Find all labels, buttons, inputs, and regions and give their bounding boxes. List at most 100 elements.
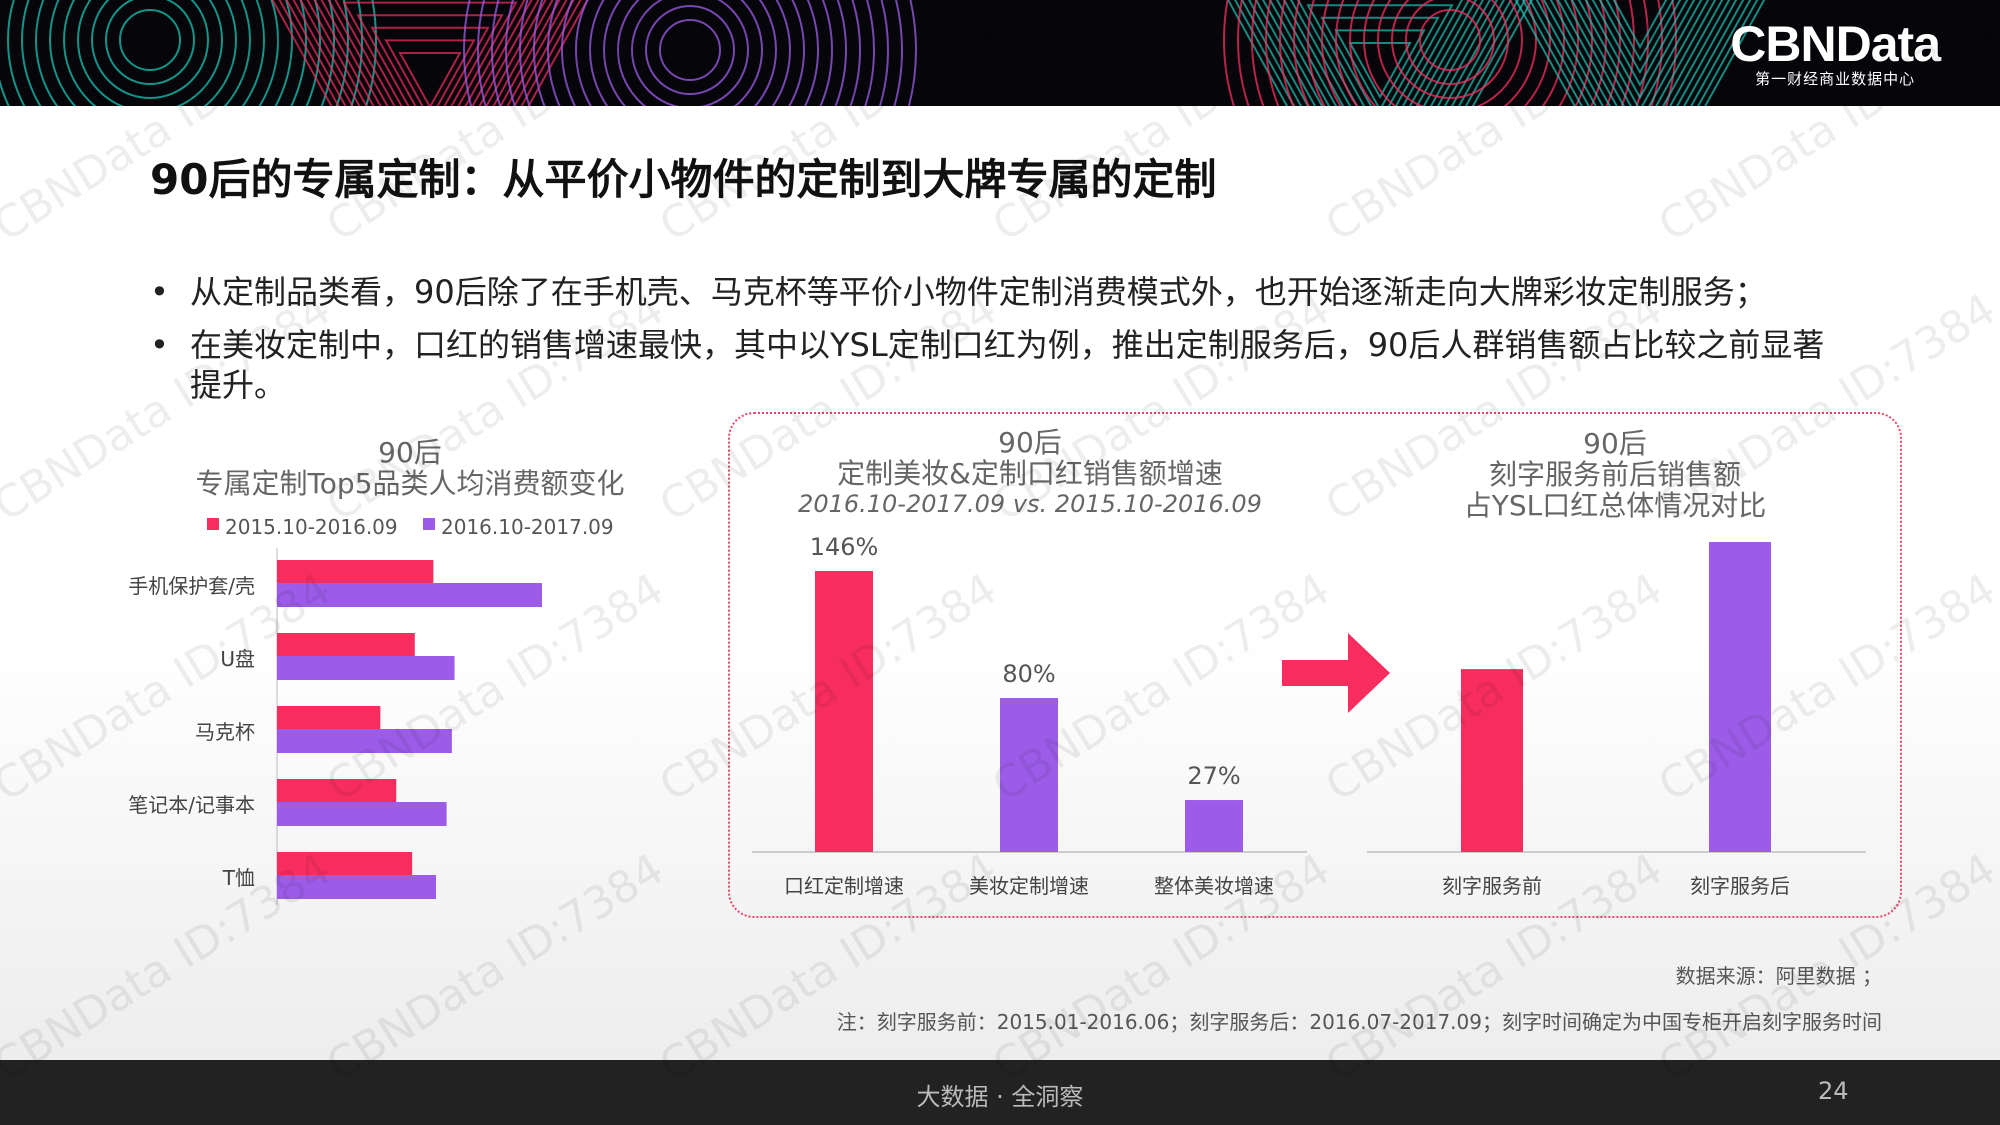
decorative-pattern (0, 0, 1766, 106)
decor-ring (365, 0, 377, 106)
bullet-dot: • (150, 273, 169, 311)
decor-triangle (370, 26, 490, 106)
chart2-category-label: 美妆定制增速 (969, 874, 1089, 898)
decor-triangle (313, 0, 547, 106)
footnote: 注：刻字服务前：2015.01-2016.06；刻字服务后：2016.07-20… (836, 1010, 1882, 1034)
chart2-title-line2: 定制美妆&定制口红销售额增速 (837, 457, 1223, 490)
chart3-title-line3: 占YSL口红总体情况对比 (1463, 489, 1767, 522)
decor-triangle (271, 0, 589, 106)
decor-triangle (1542, 0, 1738, 106)
footer-slogan: 大数据 · 全洞察 (916, 1083, 1084, 1111)
decor-ring (1223, 0, 1677, 106)
decor-triangle (1514, 0, 1766, 106)
decor-ring (63, 0, 237, 106)
decor-triangle (1282, 0, 1478, 106)
decor-ring (1321, 0, 1579, 106)
logo-text: CBNData (1730, 16, 1941, 72)
decor-ring (1293, 0, 1607, 106)
chart2-category-label: 口红定制增速 (784, 874, 904, 898)
chart3-title-line1: 90后 (1583, 427, 1647, 460)
chart1-bar (277, 583, 542, 607)
chart1-category-label: 笔记本/记事本 (128, 793, 255, 817)
chart2-data-label: 146% (810, 533, 879, 561)
chart1-legend-label: 2015.10-2016.09 (225, 515, 398, 539)
decor-triangle (1261, 0, 1499, 106)
decor-ring (463, 0, 917, 106)
chart3-category-label: 刻字服务后 (1690, 874, 1790, 898)
chart2-category-label: 整体美妆增速 (1154, 874, 1274, 898)
decor-triangle (1612, 0, 1668, 50)
decor-ring (547, 0, 833, 106)
decor-ring (1335, 0, 1565, 106)
chart1-bar (277, 729, 452, 753)
decor-ring (119, 9, 181, 71)
decor-ring (645, 5, 735, 95)
decor-triangle (1254, 0, 1506, 106)
chart3-title-line2: 刻字服务前后销售额 (1488, 458, 1741, 491)
decor-ring (77, 0, 223, 106)
chart1-bar (277, 779, 397, 803)
decor-triangle (1570, 0, 1710, 106)
bullet-text: 从定制品类看，90后除了在手机壳、马克杯等平价小物件定制消费模式外，也开始逐渐走… (190, 273, 1767, 311)
bullet-text: 在美妆定制中，口红的销售增速最快，其中以YSL定制口红为例，推出定制服务后，90… (190, 326, 1825, 404)
chart2-title-line3: 2016.10-2017.09 vs. 2015.10-2016.09 (798, 490, 1262, 518)
chart2-bar (815, 571, 873, 852)
decor-triangle (1320, 16, 1440, 106)
decor-ring (21, 0, 279, 106)
decor-ring (1419, 9, 1481, 71)
right-arrow-icon (1282, 633, 1390, 713)
decor-ring (0, 0, 307, 106)
chart1-category-label: T恤 (222, 866, 255, 890)
decor-ring (1265, 0, 1635, 106)
decor-triangle (1549, 0, 1731, 106)
decor-triangle (1289, 0, 1471, 106)
bullet-point: • 从定制品类看，90后除了在手机壳、马克杯等平价小物件定制消费模式外，也开始逐… (150, 272, 1850, 312)
chart1-legend-swatch (423, 518, 435, 530)
chart1-category-label: U盘 (220, 647, 255, 671)
decor-triangle (1528, 0, 1752, 106)
decor-triangle (1598, 0, 1682, 75)
chart1-bar (277, 560, 434, 584)
chart2-title-line1: 90后 (998, 426, 1062, 459)
decor-ring (305, 0, 321, 106)
decor-triangle (398, 52, 462, 106)
chart1-bar (277, 852, 413, 876)
decor-ring (35, 0, 265, 106)
decor-ring (335, 0, 349, 106)
decor-ring (91, 0, 209, 99)
decor-ring (1307, 0, 1593, 106)
chart1-bar (277, 802, 447, 826)
decor-triangle (1563, 0, 1717, 106)
comparison-panel (728, 412, 1902, 918)
decor-ring (589, 0, 791, 106)
decor-ring (1251, 0, 1649, 106)
decor-triangle (1605, 0, 1675, 62)
decor-ring (320, 0, 335, 106)
decor-ring (519, 0, 861, 106)
decor-triangle (342, 1, 518, 106)
chart2-bar (1185, 800, 1243, 852)
decor-triangle (384, 39, 476, 106)
chart3-bar (1709, 542, 1771, 852)
chart1-title-line1: 90后 (378, 436, 442, 469)
decor-triangle (1247, 0, 1513, 106)
decor-triangle (299, 0, 561, 106)
decor-triangle (1348, 42, 1412, 100)
chart1-legend-label: 2016.10-2017.09 (441, 515, 614, 539)
decor-ring (533, 0, 847, 106)
decor-ring (49, 0, 251, 106)
decor-ring (491, 0, 889, 106)
chart1-legend-swatch (207, 518, 219, 530)
decor-ring (617, 0, 763, 106)
decor-ring (477, 0, 903, 106)
decor-ring (7, 0, 293, 106)
decor-triangle (1306, 4, 1454, 106)
cbndata-logo: CBNData 第一财经商业数据中心 (1730, 16, 1941, 88)
page-number: 24 (1818, 1077, 1849, 1105)
decor-ring (603, 0, 777, 106)
chart2-data-label: 80% (1002, 660, 1055, 688)
chart3-title: 90后 刻字服务前后销售额 占YSL口红总体情况对比 (1400, 428, 1830, 521)
